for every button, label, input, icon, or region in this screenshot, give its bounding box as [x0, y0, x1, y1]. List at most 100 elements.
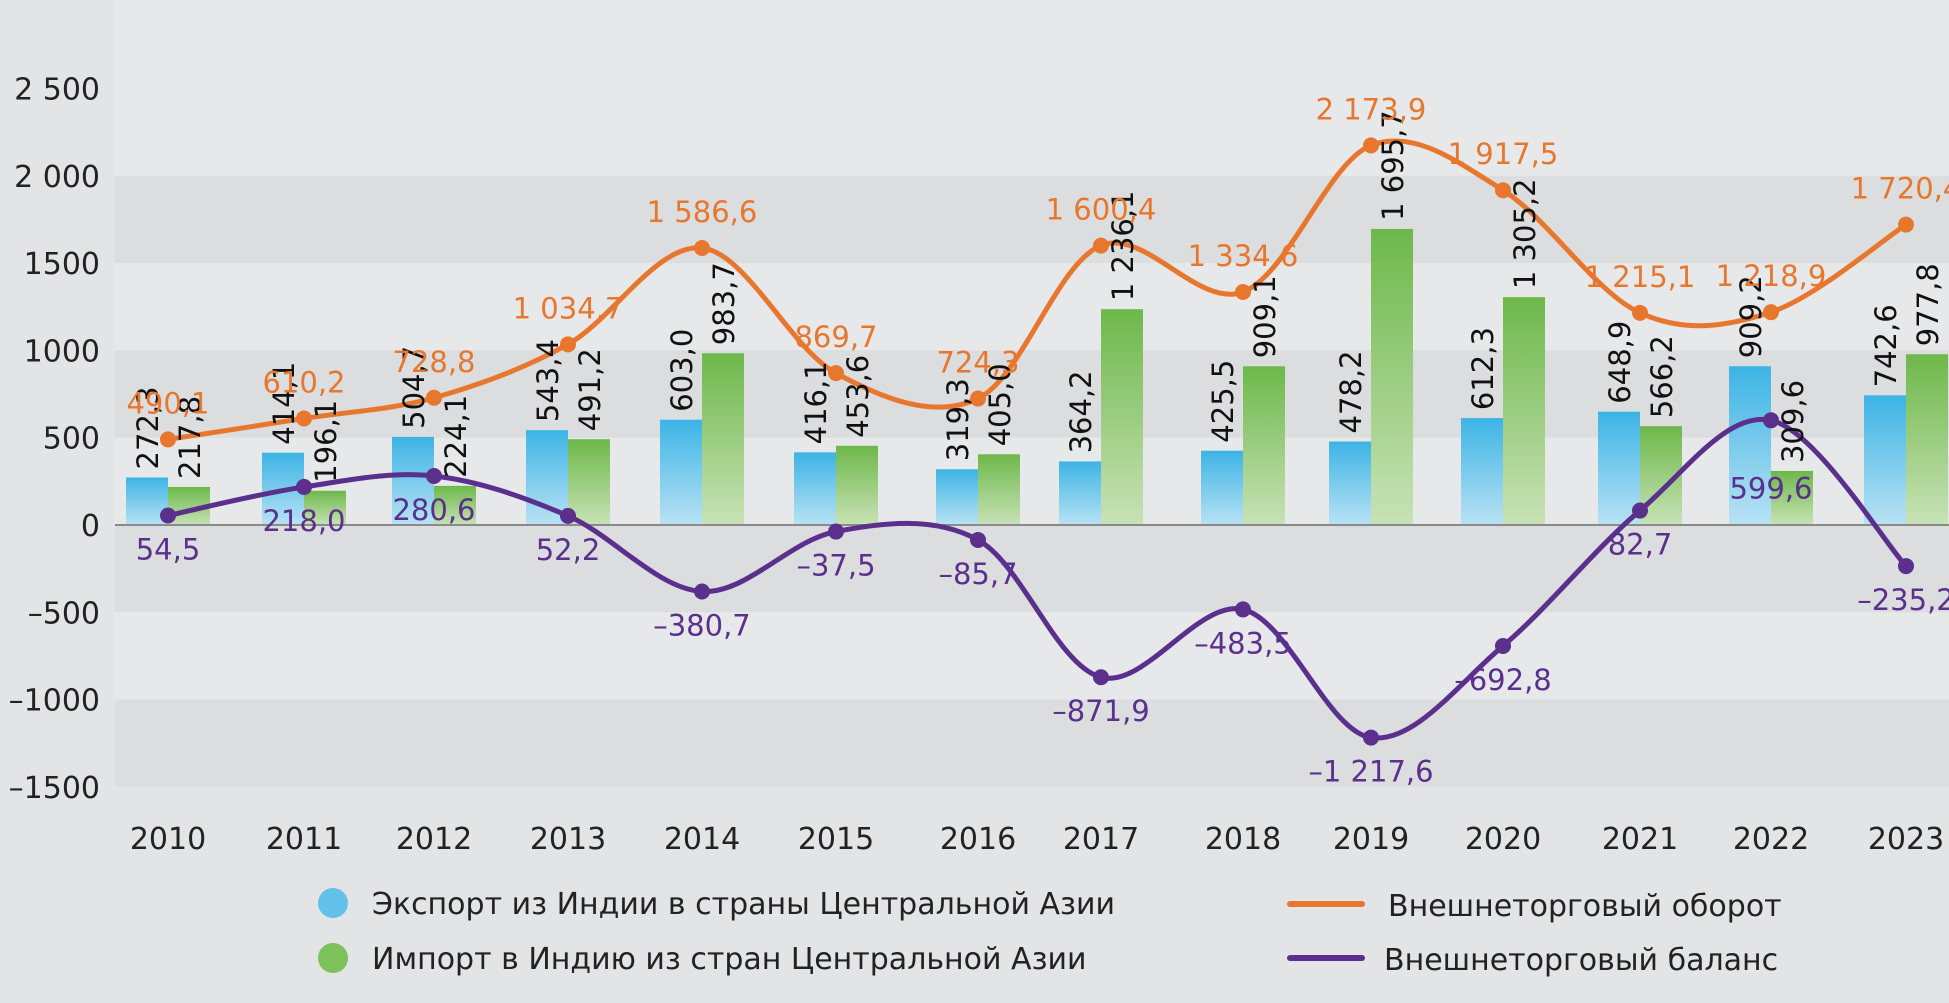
- export-bar-label: 478,2: [1334, 350, 1368, 433]
- import-bar: [1503, 297, 1545, 525]
- import-bar: [1101, 309, 1143, 525]
- turnover-label: 728,8: [392, 345, 475, 379]
- export-bar-label: 543,4: [531, 339, 565, 422]
- line-labels: 490,1 610,2 728,8 1 034,7 1 586,6 869,7 724,3 1…: [126, 92, 1949, 788]
- import-bar-label: 909,1: [1248, 275, 1282, 358]
- legend-import-label: Импорт в Индию из стран Центральной Азии: [372, 942, 1087, 977]
- legend-import-swatch: [318, 943, 348, 973]
- import-bar-label: 983,7: [707, 262, 741, 345]
- export-bar: [1059, 461, 1101, 525]
- y-tick-label: 1000: [24, 334, 100, 369]
- export-bar-label: 416,1: [799, 361, 833, 444]
- balance-point: [1632, 502, 1648, 519]
- x-axis: 2010 2011 2012 2013 2014 2015 2016 2017 2018 2019…: [130, 822, 1944, 857]
- export-bar: [1201, 450, 1243, 525]
- balance-label: 218,0: [262, 504, 345, 538]
- legend-export-label: Экспорт из Индии в страны Центральной Аз…: [372, 887, 1115, 922]
- legend-export-swatch: [318, 888, 348, 918]
- turnover-label: 1 917,5: [1448, 137, 1559, 171]
- legend-balance-label: Внешнеторговый баланс: [1384, 943, 1778, 978]
- x-tick-label: 2014: [664, 822, 740, 857]
- y-tick-label: –500: [28, 596, 100, 631]
- x-tick-label: 2020: [1465, 822, 1541, 857]
- export-bar-label: 319,3: [941, 378, 975, 461]
- export-bar-label: 612,3: [1466, 327, 1500, 410]
- import-bar-label: 453,6: [841, 355, 875, 438]
- balance-label: –1 217,6: [1308, 755, 1433, 789]
- balance-label: –483,5: [1194, 626, 1292, 660]
- balance-point: [296, 478, 312, 495]
- balance-point: [160, 507, 176, 524]
- grid-band: [115, 699, 1949, 787]
- balance-point: [970, 531, 986, 548]
- balance-point: [1898, 558, 1914, 575]
- x-tick-label: 2010: [130, 822, 206, 857]
- export-bar: [392, 436, 434, 525]
- import-bar: [1906, 354, 1948, 525]
- turnover-label: 724,3: [936, 346, 1019, 380]
- x-tick-label: 2018: [1205, 822, 1281, 857]
- turnover-point: [970, 390, 986, 407]
- turnover-point: [1093, 237, 1109, 254]
- import-bar-label: 566,2: [1645, 335, 1679, 418]
- balance-label: –380,7: [653, 608, 751, 642]
- series-lines: [160, 137, 1914, 746]
- grid-band: [115, 88, 1949, 176]
- export-bar-label: 648,9: [1603, 321, 1637, 404]
- turnover-point: [1495, 182, 1511, 199]
- turnover-label: 1 334,6: [1188, 239, 1299, 273]
- import-bar: [702, 353, 744, 525]
- grid-band-top: [115, 0, 1949, 89]
- import-bar-label: 1 236,1: [1106, 190, 1140, 301]
- legend: Экспорт из Индии в страны Центральной Аз…: [318, 887, 1782, 978]
- turnover-label: 1 586,6: [647, 195, 758, 229]
- x-tick-label: 2021: [1602, 822, 1678, 857]
- turnover-point: [1363, 137, 1379, 154]
- import-bar: [978, 454, 1020, 525]
- turnover-label: 1 720,4: [1851, 172, 1949, 206]
- turnover-label: 1 215,1: [1585, 260, 1696, 294]
- y-tick-label: 1500: [24, 247, 100, 282]
- balance-point: [1363, 729, 1379, 746]
- x-tick-label: 2015: [798, 822, 874, 857]
- import-bar: [304, 490, 346, 525]
- turnover-point: [426, 389, 442, 406]
- x-tick-label: 2017: [1063, 822, 1139, 857]
- x-tick-label: 2023: [1868, 822, 1944, 857]
- import-bar: [568, 439, 610, 525]
- turnover-point: [296, 410, 312, 427]
- y-axis: 2 500 2 000 1500 1000 500 0 –500 –1000 –1500: [9, 73, 100, 806]
- balance-label: –235,2: [1857, 583, 1949, 617]
- turnover-point: [1898, 216, 1914, 233]
- y-tick-label: 0: [81, 509, 100, 544]
- balance-label: 54,5: [136, 532, 201, 566]
- import-bar-label: 217,8: [173, 396, 207, 479]
- x-tick-label: 2013: [530, 822, 606, 857]
- export-bar-label: 603,0: [665, 329, 699, 412]
- turnover-label: 2 173,9: [1316, 92, 1427, 126]
- balance-point: [694, 583, 710, 600]
- import-bar: [1243, 366, 1285, 525]
- turnover-point: [560, 336, 576, 353]
- import-bar: [434, 485, 476, 525]
- y-tick-label: 500: [43, 422, 100, 457]
- y-tick-label: 2 500: [14, 73, 100, 108]
- turnover-point: [828, 365, 844, 382]
- export-bar: [794, 452, 836, 525]
- import-bar-label: 309,6: [1776, 380, 1810, 463]
- balance-label: 82,7: [1608, 528, 1673, 562]
- turnover-point: [1763, 304, 1779, 321]
- x-tick-label: 2022: [1733, 822, 1809, 857]
- export-bar: [1461, 418, 1503, 525]
- balance-point: [1763, 412, 1779, 429]
- import-bar-label: 977,8: [1911, 263, 1945, 346]
- export-bar-label: 742,6: [1869, 304, 1903, 387]
- export-bar-label: 909,2: [1734, 275, 1768, 358]
- balance-label: –692,8: [1454, 663, 1552, 697]
- balance-label: –871,9: [1052, 694, 1150, 728]
- balance-point: [1495, 637, 1511, 654]
- balance-point: [1093, 669, 1109, 686]
- y-tick-label: –1500: [9, 771, 100, 806]
- turnover-label: 1 600,4: [1046, 193, 1157, 227]
